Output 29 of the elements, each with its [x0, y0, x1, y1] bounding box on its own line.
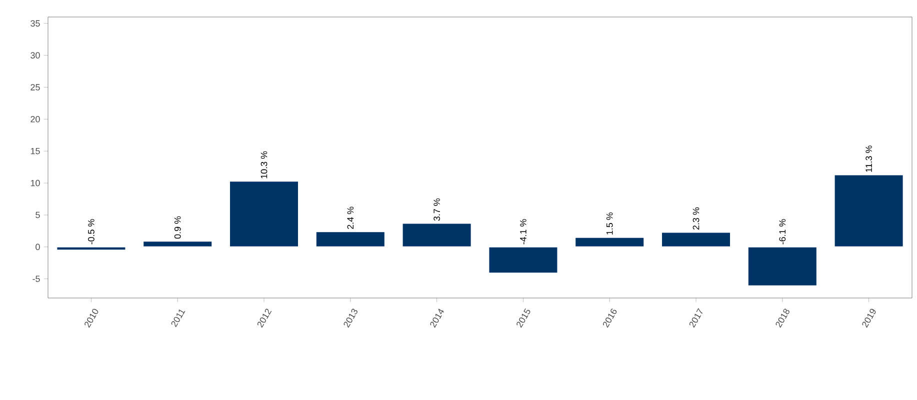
- y-tick-label: 0: [36, 244, 40, 250]
- bar: [661, 232, 732, 248]
- bar: [834, 174, 904, 248]
- y-tick-label: 5: [36, 212, 40, 218]
- y-tick-label: 15: [30, 148, 40, 154]
- bar: [402, 222, 472, 248]
- data-label: 3.7 %: [434, 198, 440, 221]
- bar: [56, 246, 126, 251]
- y-tick-label: 30: [30, 52, 40, 58]
- y-tick-label: 20: [30, 116, 40, 122]
- bar: [315, 231, 386, 248]
- y-tick-label: 35: [30, 20, 40, 27]
- data-label: 0.9 %: [174, 216, 181, 239]
- bar: [488, 246, 558, 274]
- bar: [229, 180, 300, 248]
- y-tick-label: 10: [30, 180, 40, 186]
- data-label: -6.1 %: [779, 219, 786, 244]
- data-label: 10.3 %: [260, 151, 268, 178]
- data-label: 2.3 %: [692, 207, 700, 230]
- data-label: 11.3 %: [866, 146, 872, 172]
- bar: [747, 246, 818, 286]
- data-label: -4.1 %: [520, 219, 526, 244]
- data-label: 2.4 %: [347, 206, 354, 229]
- y-tick-label: -5: [32, 276, 40, 282]
- data-label: -0.5 %: [88, 219, 94, 244]
- y-tick-label: 25: [30, 84, 40, 90]
- data-label: 1.5 %: [606, 212, 613, 234]
- bar: [574, 236, 645, 248]
- bar: [142, 240, 213, 248]
